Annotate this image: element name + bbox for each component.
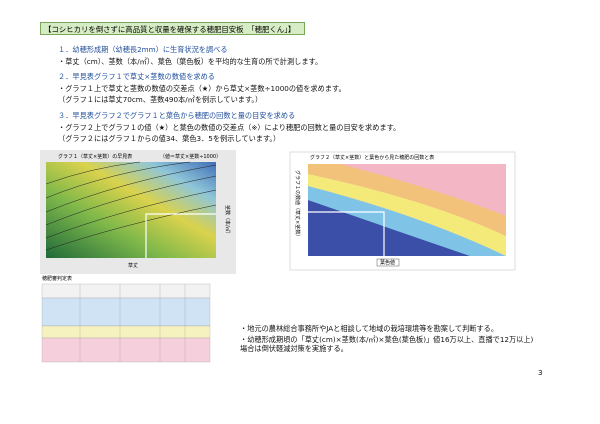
contours (45, 161, 217, 251)
step-text: ・グラフ１上で草丈と茎数の数値の交差点（★）から草丈×茎数÷1000の値を求めま… (58, 84, 346, 93)
note: ・幼穂形成期頃の「草丈(cm)×茎数(本/㎡)×葉色(葉色板)」値16万以上、直… (240, 335, 534, 353)
judgement-table: 穂肥審判定表 (41, 275, 211, 363)
guide-line (145, 213, 216, 258)
note: ・地元の農林総合事務所やJAと相談して地域の栽培環境等を勘案して判断する。 (240, 324, 499, 333)
band (308, 200, 506, 256)
axis-label: 茎数（本/㎡） (224, 205, 231, 237)
graph-1: グラフ１（草丈×茎数）の早見表 （値＝草丈×茎数÷1000） 草丈 茎数（本/㎡… (40, 150, 236, 274)
graph-note: （値＝草丈×茎数÷1000） (160, 153, 221, 160)
band (308, 186, 506, 256)
page-title: 【コシヒカリを倒さずに高品質と収量を確保する穂肥目安板 「穂肥くん」】 (40, 22, 305, 35)
graph-title: グラフ１（草丈×茎数）の早見表 (58, 153, 132, 160)
axis-box (376, 258, 400, 267)
axis-label: グラフ１の数値（草丈×茎数） (294, 170, 301, 239)
page-number: 3 (538, 368, 543, 377)
axis-label: 草丈 (128, 262, 138, 269)
band (308, 164, 506, 236)
step-text: （グラフ２にはグラフ１からの値34、葉色3．5を例示しています。） (58, 134, 281, 143)
step-text: ・草丈（cm）、茎数（本/㎡）、葉色（葉色板）を平均的な生育の所で計測します。 (58, 57, 323, 66)
guide-line (308, 211, 385, 256)
step-text: （グラフ１には草丈70cm、茎数490本/㎡を例示しています。） (58, 95, 263, 104)
step-heading: ２．早見表グラフ１で草丈×茎数の数値を求める (58, 72, 215, 81)
step-heading: ３．早見表グラフ２でグラフ１と葉色から穂肥の回数と量の目安を求める (58, 111, 296, 120)
graph-2: グラフ２（草丈×茎数）と葉色から見た穂肥の回数と表 グラフ１の数値（草丈×茎数）… (289, 151, 516, 271)
step-text: ・グラフ２上でグラフ１の値（★）と葉色の数値の交差点（※）により穂肥の回数と量の… (58, 123, 401, 132)
step-heading: １．幼穂形成期（幼穂長2mm）に生育状況を調べる (58, 45, 228, 54)
plot-area (46, 162, 216, 258)
table-title: 穂肥審判定表 (42, 275, 72, 282)
graph-title: グラフ２（草丈×茎数）と葉色から見た穂肥の回数と表 (310, 154, 434, 161)
axis-label: 葉色値 (380, 259, 395, 266)
band (308, 174, 506, 256)
